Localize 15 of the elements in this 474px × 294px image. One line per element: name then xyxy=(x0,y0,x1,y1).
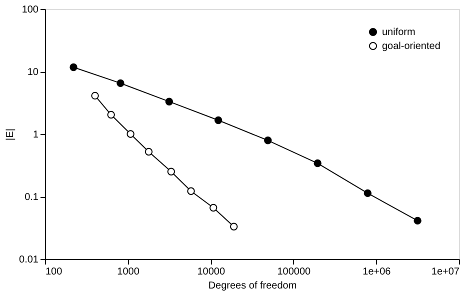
y-axis-title: |E| xyxy=(5,128,16,140)
x-tick-label: 1000 xyxy=(117,266,140,278)
legend-label: goal-oriented xyxy=(382,41,440,52)
y-tick-label: 0.01 xyxy=(19,254,39,266)
y-tick-label: 10 xyxy=(27,67,39,78)
x-tick-label: 100000 xyxy=(277,266,312,278)
x-axis-title: Degrees of freedom xyxy=(208,280,297,292)
legend-label: uniform xyxy=(382,27,416,38)
x-tick-label: 1e+07 xyxy=(431,266,460,278)
x-tick-label: 100 xyxy=(46,266,63,278)
x-tick-label: 10000 xyxy=(197,266,226,278)
y-tick-label: 0.1 xyxy=(24,192,39,203)
y-tick-label: 100 xyxy=(22,4,39,16)
x-tick-label: 1e+06 xyxy=(362,266,392,278)
y-tick-label: 1 xyxy=(32,130,39,140)
